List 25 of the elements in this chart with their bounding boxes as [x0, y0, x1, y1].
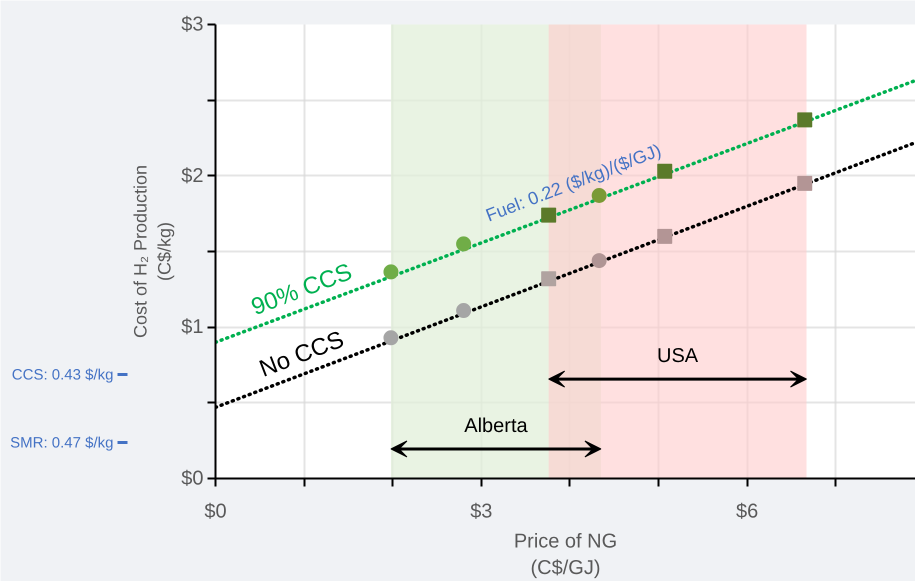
text: SMR: 0.47 $/kg	[10, 434, 114, 452]
point	[541, 208, 556, 223]
y-tick-label: $2	[181, 164, 204, 187]
point	[592, 253, 607, 268]
y-tick-label: $1	[181, 316, 204, 338]
x-axis-title: Price of NG (C$/GJ)	[514, 530, 618, 579]
text: 90% CCS	[248, 258, 356, 322]
band-label: USA	[657, 345, 699, 368]
y-axis-title: Cost of H₂ Production (C$/kg)	[130, 164, 174, 338]
point	[797, 112, 812, 128]
x-tick-label: $0	[204, 500, 227, 522]
x-tick-label: $6	[736, 500, 758, 522]
y-tick-label: $0	[181, 468, 204, 490]
point	[541, 271, 556, 286]
y-tick-label: $3	[181, 14, 204, 36]
point	[797, 176, 812, 191]
point	[383, 264, 398, 280]
x-tick-label: $3	[470, 500, 492, 522]
text: CCS: 0.43 $/kg	[12, 366, 114, 384]
text: No CCS	[256, 326, 348, 383]
point	[456, 236, 472, 252]
point	[456, 303, 472, 318]
point	[383, 330, 398, 346]
point	[657, 228, 672, 244]
band-label: Alberta	[464, 414, 529, 437]
